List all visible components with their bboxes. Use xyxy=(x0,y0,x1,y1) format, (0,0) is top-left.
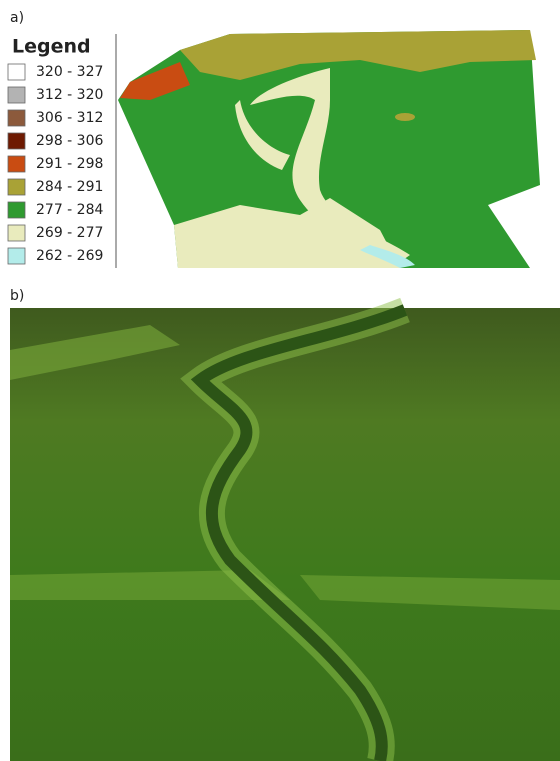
legend-label: 298 - 306 xyxy=(36,133,103,149)
legend-swatch xyxy=(8,179,25,195)
legend-label: 269 - 277 xyxy=(36,225,103,241)
legend-swatch xyxy=(8,133,25,149)
legend-title: Legend xyxy=(12,36,91,58)
terrain-render xyxy=(10,308,560,761)
elevation-map xyxy=(118,30,540,268)
legend-label: 277 - 284 xyxy=(36,202,103,218)
legend-label: 312 - 320 xyxy=(36,87,103,103)
legend-swatch xyxy=(8,225,25,241)
legend-swatch xyxy=(8,156,25,172)
panel-label: b) xyxy=(10,288,24,304)
legend-label: 262 - 269 xyxy=(36,248,103,264)
legend-label: 320 - 327 xyxy=(36,64,103,80)
legend-swatch xyxy=(8,110,25,126)
legend-label: 291 - 298 xyxy=(36,156,103,172)
legend-label: 306 - 312 xyxy=(36,110,103,126)
legend-swatch xyxy=(8,64,25,80)
legend: 320 - 327 312 - 320 306 - 312 298 - 306 291 … xyxy=(8,64,103,264)
figure: a) Legend 320 - 327 312 - 320 306 - 312 298… xyxy=(0,0,560,761)
legend-swatch xyxy=(8,202,25,218)
legend-swatch xyxy=(8,87,25,103)
legend-label: 284 - 291 xyxy=(36,179,103,195)
panel-label: a) xyxy=(10,10,24,26)
legend-swatch xyxy=(8,248,25,264)
